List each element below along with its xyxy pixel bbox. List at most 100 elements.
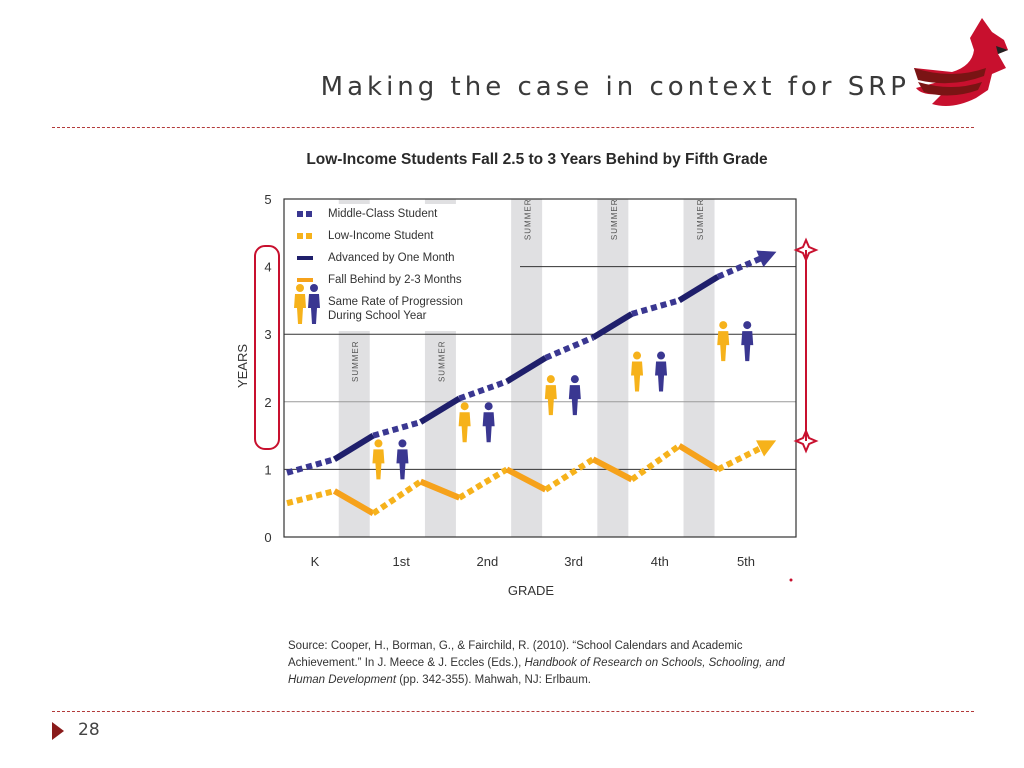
summer-label: SUMMER (524, 198, 533, 240)
footer-arrow-icon (52, 722, 64, 740)
legend-swatch (297, 256, 313, 260)
y-tick-label: 3 (264, 327, 271, 342)
school-year-segment (716, 253, 767, 280)
x-tick-label: 2nd (477, 554, 499, 569)
summer-label: SUMMER (351, 340, 360, 382)
gap-bracket (793, 237, 819, 454)
x-tick-label: 5th (737, 554, 755, 569)
legend-middle-class-figure-icon (308, 284, 320, 324)
source-text: Source: Cooper, H., Borman, G., & Fairch… (288, 640, 743, 669)
legend-item: Fall Behind by 2-3 Months (297, 274, 462, 286)
person-head (743, 321, 752, 330)
school-year-segment (458, 378, 508, 402)
y-tick-label: 2 (264, 395, 271, 410)
person-head (657, 351, 666, 360)
person-body (308, 294, 320, 324)
school-year-segment (286, 488, 336, 507)
legend-label: Advanced by One Month (328, 252, 455, 264)
summer-label: SUMMER (696, 198, 705, 240)
legend: Middle-Class Student Low-Income Student Ad… (288, 204, 493, 331)
middle-class-student-icon (568, 375, 581, 416)
school-year-segment (543, 456, 595, 493)
legend-label: Fall Behind by 2-3 Months (328, 274, 462, 286)
school-year-segment (372, 419, 422, 439)
school-year-segment (371, 479, 423, 516)
y-axis-label: YEARS (235, 344, 250, 388)
cardinal-logo-icon (914, 18, 1008, 106)
summer-band (683, 199, 715, 537)
y-tick-label: 1 (264, 462, 271, 477)
school-year-segment (286, 456, 336, 476)
x-tick-label: K (311, 554, 320, 569)
person-head (546, 375, 555, 384)
middle-class-student-icon (741, 321, 754, 362)
summer-segment (591, 311, 634, 341)
page-number: 28 (78, 720, 100, 740)
low-income-student-icon (458, 402, 471, 443)
school-year-segment (457, 466, 509, 501)
header-divider (52, 127, 974, 128)
source-book-title: Handbook of Research on Schools, Schooli… (288, 657, 785, 686)
person-head (570, 375, 579, 384)
legend-label: Middle-Class Student (328, 208, 438, 220)
slide-title: Making the case in context for SRP (320, 72, 910, 102)
person-body (458, 412, 471, 443)
person-body (294, 294, 306, 324)
person-head (310, 284, 318, 292)
summer-segment (677, 274, 720, 303)
person-body (631, 361, 644, 392)
middle-class-student-icon (482, 402, 495, 443)
person-body (396, 449, 409, 480)
legend-low-income-figure-icon (294, 284, 306, 324)
legend-label: During School Year (328, 310, 427, 322)
legend-item: Middle-Class Student (297, 208, 438, 220)
person-head (460, 402, 469, 411)
summer-segment (419, 478, 461, 501)
x-tick-label: 3rd (564, 554, 583, 569)
person-body (717, 331, 730, 362)
middle-class-student-icon (396, 439, 409, 480)
legend-swatch (297, 278, 313, 282)
legend-swatch (297, 211, 303, 217)
legend-swatch (306, 233, 312, 239)
legend-label: Same Rate of Progression (328, 296, 463, 308)
legend-item: Advanced by One Month (297, 252, 455, 264)
person-head (719, 321, 728, 330)
summer-segment (505, 355, 548, 385)
school-year-segment (544, 334, 595, 361)
middle-class-student-icon (655, 351, 668, 392)
low-income-student-icon (717, 321, 730, 362)
low-income-student-icon (544, 375, 557, 416)
person-body (372, 449, 385, 480)
legend-swatch (297, 233, 303, 239)
school-year-segment (716, 443, 767, 473)
person-head (374, 439, 383, 448)
person-body (655, 361, 668, 392)
chart-title: Low-Income Students Fall 2.5 to 3 Years … (306, 151, 768, 168)
summer-segment (591, 456, 634, 483)
summer-segment (677, 443, 720, 472)
series-middle-class (286, 250, 777, 476)
legend-item: Same Rate of Progression During School Ye… (294, 284, 463, 324)
y-tick-label: 4 (264, 260, 271, 275)
series-arrowhead (756, 440, 777, 457)
summer-label: SUMMER (610, 198, 619, 240)
person-head (484, 402, 493, 411)
plot-frame (283, 198, 797, 538)
low-income-student-icon (372, 439, 385, 480)
low-income-student-icon (631, 351, 644, 392)
series-arrowhead (756, 250, 777, 268)
person-body (568, 385, 581, 416)
summer-segment (505, 466, 547, 493)
series-low-income (286, 440, 777, 516)
person-head (633, 351, 642, 360)
y-axis-highlight (254, 245, 280, 450)
summer-label: SUMMER (437, 340, 446, 382)
summer-segment (419, 395, 461, 425)
x-tick-label: 4th (651, 554, 669, 569)
legend-item: Low-Income Student (297, 230, 434, 242)
y-tick-label: 0 (264, 530, 271, 545)
person-body (741, 331, 754, 362)
person-head (296, 284, 304, 292)
